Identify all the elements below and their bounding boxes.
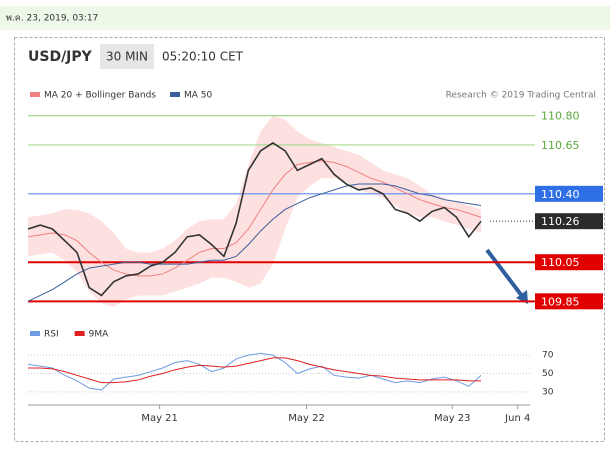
level-box (535, 107, 603, 124)
level-box (535, 213, 603, 230)
legend-label: RSI (44, 330, 59, 340)
level-box (535, 254, 603, 271)
rsi-line (28, 357, 482, 384)
forecast-arrow (485, 248, 524, 298)
time: 05:20:10 CET (162, 50, 244, 64)
level-label: 110.65 (541, 139, 580, 152)
credit: Research © 2019 Trading Central (446, 91, 596, 101)
level-label: 110.80 (541, 110, 580, 123)
ma-line (27, 183, 482, 302)
rsi-line (27, 352, 482, 391)
legend-label: MA 50 (184, 91, 213, 101)
ma-line (27, 160, 482, 277)
interval-box (100, 44, 154, 69)
price-line (27, 142, 482, 297)
level-box (535, 136, 603, 153)
legend-swatch (170, 92, 180, 97)
symbol: USD/JPY (28, 49, 93, 65)
interval: 30 MIN (106, 50, 148, 64)
rsi-tick-label: 30 (542, 387, 554, 397)
x-tick-label: Jun 4 (504, 413, 530, 424)
legend-swatch (30, 92, 40, 97)
level-box (535, 293, 603, 310)
top-bar (0, 6, 610, 30)
level-label: 110.26 (541, 215, 580, 228)
x-tick-label: May 22 (288, 413, 325, 424)
x-tick-label: May 23 (434, 413, 471, 424)
legend-swatch (74, 331, 85, 336)
bollinger-band (28, 115, 482, 308)
legend-label: 9MA (89, 330, 109, 340)
date: พ.ค. 23, 2019, 03:17 (6, 14, 98, 24)
rsi-tick-label: 70 (542, 351, 554, 361)
level-box (535, 185, 603, 202)
level-label: 110.40 (541, 188, 580, 201)
legend-label: MA 20 + Bollinger Bands (44, 91, 156, 101)
level-label: 110.05 (541, 256, 580, 269)
legend-swatch (30, 331, 40, 336)
rsi-tick-label: 50 (542, 369, 554, 379)
x-tick-label: May 21 (141, 413, 178, 424)
level-label: 109.85 (541, 295, 580, 308)
